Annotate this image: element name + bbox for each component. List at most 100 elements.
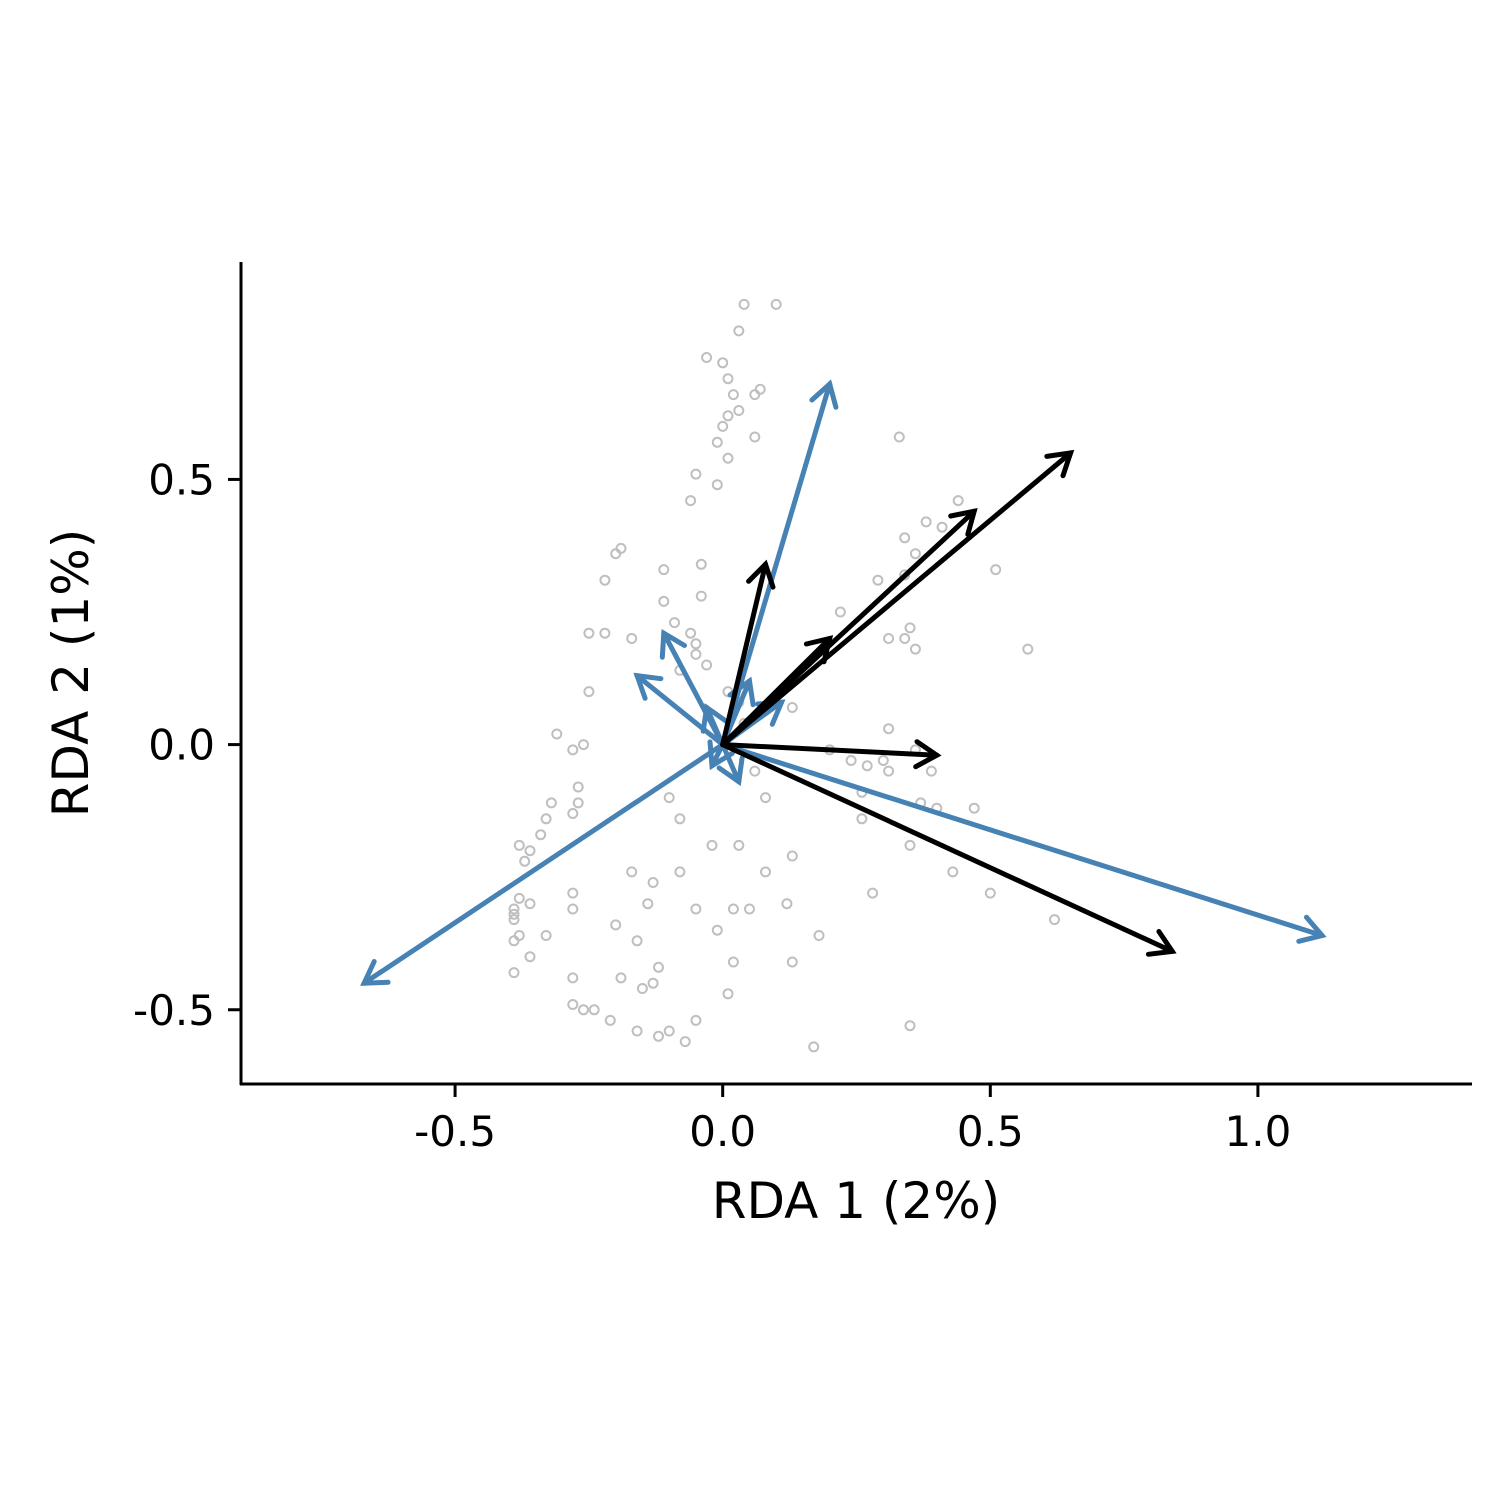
- sample-point: [904, 1020, 916, 1032]
- sample-point: [861, 760, 873, 772]
- sample-point: [690, 1014, 702, 1026]
- sample-point: [626, 866, 638, 878]
- sample-point: [920, 516, 932, 528]
- sample-point: [856, 813, 868, 825]
- sample-point: [545, 797, 557, 809]
- sample-point: [883, 633, 895, 644]
- sample-point: [642, 898, 654, 910]
- sample-point: [727, 389, 739, 401]
- sample-point: [738, 298, 750, 310]
- sample-point: [877, 755, 889, 766]
- sample-point: [535, 829, 547, 841]
- sample-point: [695, 558, 707, 570]
- sample-point: [781, 898, 793, 910]
- sample-point: [508, 914, 520, 926]
- sample-point: [984, 887, 996, 899]
- sample-point: [540, 930, 552, 941]
- sample-point: [786, 702, 798, 713]
- sample-point: [904, 622, 916, 634]
- black-arrow: [720, 559, 776, 748]
- sample-point: [647, 977, 659, 989]
- sample-point: [1049, 914, 1060, 926]
- sample-point: [701, 352, 713, 363]
- sample-point: [904, 839, 916, 851]
- sample-point: [952, 495, 964, 507]
- black-arrow: [720, 742, 1177, 957]
- sample-point: [599, 574, 611, 586]
- sample-point: [701, 659, 713, 671]
- x-tick-label: 0.5: [957, 1107, 1024, 1156]
- sample-point: [717, 357, 729, 369]
- sample-point: [808, 1041, 820, 1053]
- sample-point: [508, 903, 520, 915]
- y-tick-label: 0.5: [148, 455, 215, 504]
- sample-point: [513, 930, 525, 941]
- sample-point: [583, 627, 595, 639]
- sample-point: [524, 898, 536, 910]
- sample-point: [909, 548, 921, 560]
- sample-point: [968, 802, 980, 814]
- sample-point: [925, 765, 937, 777]
- y-ticks: -0.5 0.0 0.5: [133, 455, 241, 1035]
- sample-point: [551, 728, 563, 740]
- sample-point: [711, 479, 723, 491]
- sample-point: [658, 595, 670, 607]
- sample-point: [653, 1030, 664, 1042]
- sample-point: [508, 967, 520, 979]
- sample-point: [567, 972, 579, 984]
- sample-point: [631, 1025, 643, 1037]
- sample-point: [513, 839, 525, 851]
- sample-point: [893, 431, 905, 443]
- sample-point: [786, 956, 798, 968]
- sample-point: [508, 935, 520, 947]
- sample-point: [653, 961, 664, 973]
- vector-arrows: [360, 379, 1327, 986]
- sample-point: [733, 839, 745, 851]
- sample-point: [508, 908, 520, 920]
- sample-point: [540, 813, 552, 825]
- sample-point: [578, 1004, 589, 1016]
- sample-point: [572, 781, 584, 793]
- sample-point: [722, 410, 734, 422]
- blue-arrow: [700, 703, 729, 748]
- sample-point: [690, 638, 702, 650]
- sample-point: [883, 723, 895, 735]
- sample-point: [588, 1004, 600, 1016]
- sample-point: [615, 972, 627, 984]
- sample-point: [615, 542, 627, 554]
- sample-point: [711, 924, 723, 936]
- sample-point: [754, 383, 766, 395]
- sample-point: [567, 887, 579, 899]
- sample-point: [524, 845, 536, 857]
- sample-point: [658, 564, 670, 576]
- sample-point: [610, 548, 622, 560]
- sample-point: [711, 436, 723, 448]
- sample-point: [733, 405, 745, 416]
- sample-point: [604, 1014, 616, 1026]
- sample-point: [685, 627, 697, 639]
- sample-point: [695, 590, 707, 602]
- sample-point: [583, 686, 595, 698]
- black-arrow: [720, 635, 834, 748]
- sample-point: [990, 564, 1002, 576]
- sample-point: [578, 739, 589, 751]
- sample-point: [674, 813, 686, 825]
- sample-point: [663, 1025, 675, 1037]
- sample-point: [813, 930, 825, 941]
- sample-point: [733, 325, 745, 337]
- blue-arrow: [360, 742, 726, 986]
- sample-point: [834, 606, 846, 618]
- sample-point: [909, 643, 921, 655]
- sample-point: [722, 988, 734, 1000]
- sample-point: [760, 792, 771, 804]
- sample-point: [610, 919, 622, 931]
- sample-point: [727, 956, 739, 968]
- sample-points: [508, 298, 1060, 1053]
- sample-point: [636, 983, 648, 994]
- sample-point: [679, 1036, 691, 1048]
- sample-point: [626, 633, 638, 644]
- sample-point: [524, 951, 536, 963]
- sample-point: [519, 855, 531, 867]
- sample-point: [760, 866, 771, 878]
